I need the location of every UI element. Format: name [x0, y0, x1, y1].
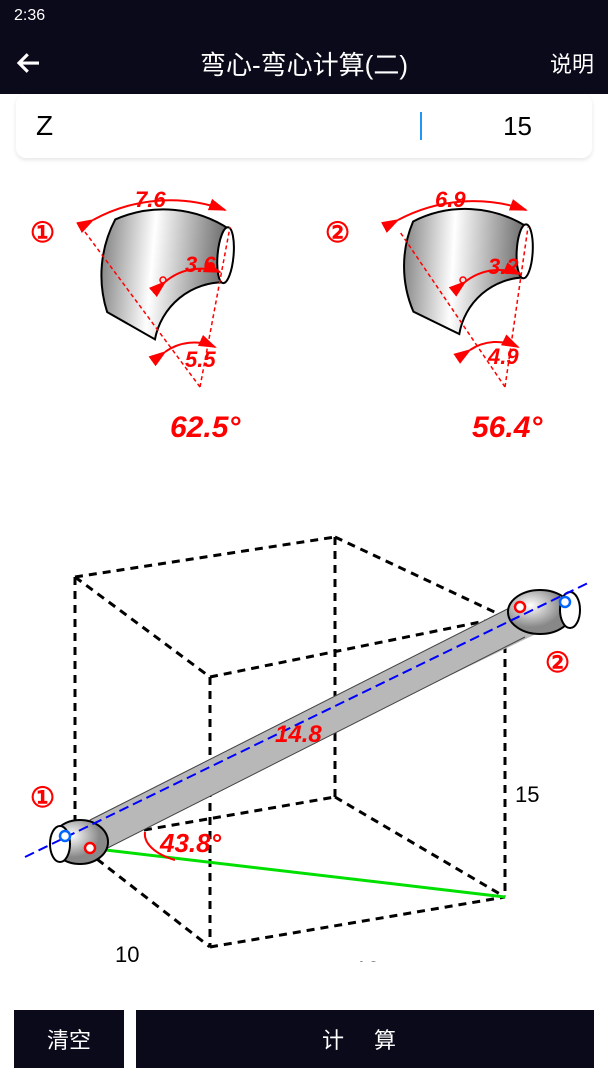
- elbow1-center: 3.6: [185, 252, 216, 277]
- diagram-svg: ① 7.6 3.6 5.5 62.5° ②: [0, 172, 608, 962]
- elbow1-marker: ①: [30, 217, 55, 248]
- cube3d-group: ① ② 14.8 43.8° 10 12 15: [25, 537, 590, 962]
- dim-x: 10: [115, 942, 139, 962]
- elbow2-center: 3.2: [488, 254, 519, 279]
- elbow1-group: ① 7.6 3.6 5.5 62.5°: [30, 187, 241, 444]
- dim-y: 12: [355, 957, 379, 962]
- calculate-button[interactable]: 计 算: [136, 1010, 594, 1068]
- elbow1-inner: 5.5: [185, 347, 216, 372]
- bottom-bar: 清空 计 算: [14, 1010, 594, 1068]
- cube-angle: 43.8°: [159, 828, 222, 858]
- elbow2-group: ② 6.9 3.2 4.9 56.4°: [325, 187, 543, 444]
- elbow2-angle: 56.4°: [472, 411, 543, 444]
- input-card: Z: [16, 94, 592, 158]
- dim-z: 15: [515, 782, 539, 807]
- diagram-area: ① 7.6 3.6 5.5 62.5° ②: [0, 172, 608, 962]
- z-input[interactable]: [116, 111, 572, 142]
- help-button[interactable]: 说明: [550, 47, 594, 79]
- status-bar: 2:36: [0, 0, 608, 32]
- back-button[interactable]: [14, 48, 44, 78]
- elbow1-angle: 62.5°: [170, 411, 241, 444]
- pipe-length: 14.8: [275, 721, 322, 748]
- page-title: 弯心-弯心计算(二): [200, 45, 408, 82]
- app-bar: 弯心-弯心计算(二) 说明: [0, 32, 608, 94]
- text-cursor: [420, 112, 422, 140]
- elbow2-outer: 6.9: [435, 187, 466, 212]
- status-time: 2:36: [14, 7, 45, 25]
- arrow-left-icon: [14, 48, 44, 78]
- elbow2-marker: ②: [325, 217, 350, 248]
- elbow2-inner: 4.9: [487, 344, 519, 369]
- cube-marker1: ①: [30, 782, 55, 813]
- input-label-z: Z: [36, 110, 116, 142]
- elbow1-outer: 7.6: [135, 187, 166, 212]
- clear-button[interactable]: 清空: [14, 1010, 124, 1068]
- cube-marker2: ②: [545, 647, 570, 678]
